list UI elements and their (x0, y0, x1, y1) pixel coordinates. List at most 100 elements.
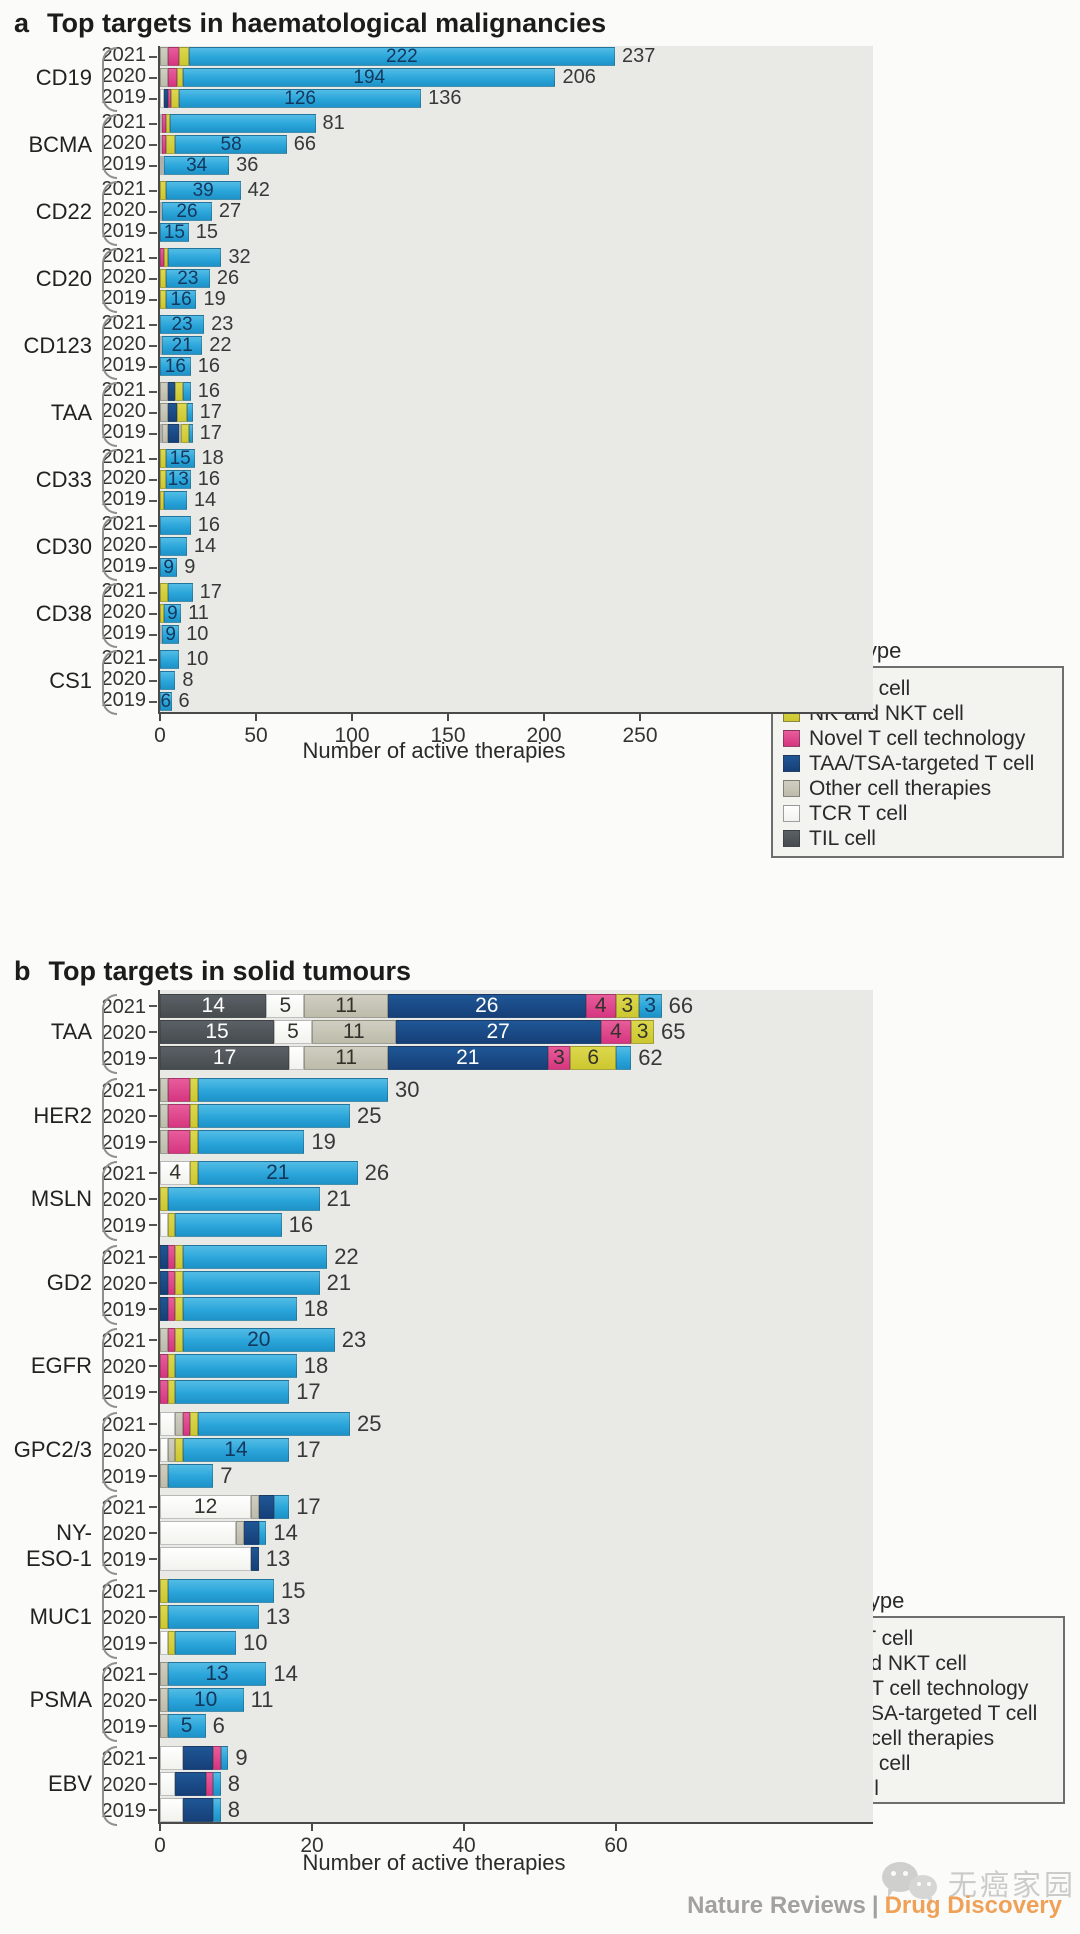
axis-tick-label: 0 (154, 1834, 166, 1857)
legend-item-label: Other cell therapies (809, 776, 992, 800)
year-label: 2019 (101, 1799, 147, 1822)
bar-segment-car-t (182, 1296, 297, 1321)
bar-segment-nk-nkt (160, 604, 164, 623)
legend-item-taa-tsa: TAA/TSA-targeted T cell (783, 751, 1052, 776)
axis-tick-label: 100 (334, 724, 370, 747)
year-label: 2021 (101, 1413, 147, 1436)
total-value-label: 14 (193, 489, 217, 511)
total-value-label: 65 (661, 1019, 686, 1044)
year-tick (149, 164, 157, 167)
legend-item-label: Novel T cell technology (809, 726, 1026, 750)
segment-value-label: 5 (279, 994, 292, 1017)
year-label: 2021 (101, 1330, 147, 1352)
total-value-label: 16 (197, 380, 220, 402)
target-label-taa: TAA (50, 1019, 92, 1044)
year-label: 2021 (101, 110, 147, 133)
segment-value-label: 6 (160, 690, 172, 712)
bar-row (160, 1270, 320, 1295)
bar-segment-tcr (160, 114, 162, 133)
bar-segment-novel-t (162, 135, 166, 154)
year-tick (149, 231, 157, 234)
bar-segment-nk-nkt (167, 1213, 176, 1237)
total-value-label: 23 (211, 313, 234, 335)
bar-segment-tcr: 5 (266, 994, 305, 1018)
bar-segment-car-t: 26 (162, 201, 212, 222)
group-brace (102, 1077, 117, 1158)
axis-tick-label: 150 (430, 724, 466, 747)
bar-segment-nk-nkt (177, 68, 184, 87)
bar-row: 13 (160, 1662, 267, 1686)
segment-value-label: 4 (594, 994, 607, 1017)
year-label: 2019 (101, 1632, 147, 1655)
year-tick (149, 1114, 157, 1117)
bar-segment-nk-nkt (167, 1380, 176, 1404)
bar-segment-taa-tsa (175, 1771, 206, 1796)
total-value-label: 81 (322, 112, 345, 134)
bar-row (160, 114, 316, 133)
year-tick (149, 1307, 157, 1310)
bar-segment-car-t (182, 1244, 328, 1269)
total-value-label: 18 (201, 447, 224, 469)
group-brace (102, 382, 117, 447)
total-value-label: 9 (235, 1744, 248, 1770)
legend-swatch-taa-tsa (783, 755, 800, 772)
segment-value-label: 3 (644, 994, 656, 1017)
bar-segment-til: 17 (160, 1046, 290, 1070)
bar-segment-car-t (167, 1187, 320, 1211)
bar-row (160, 1411, 350, 1436)
bar-segment-car-t: 15 (160, 222, 189, 243)
bar-row (160, 1797, 221, 1822)
target-label-taa: TAA (50, 399, 92, 425)
bar-row: 126 (160, 88, 422, 109)
year-tick (149, 1140, 157, 1143)
bar-segment-novel-t (160, 1354, 168, 1378)
total-value-label: 16 (197, 468, 220, 490)
year-tick (149, 55, 157, 58)
total-value-label: 6 (178, 690, 190, 712)
bar-row (160, 537, 187, 556)
bar-segment-tcr (160, 89, 164, 108)
bar-segment-car-t: 9 (163, 603, 182, 624)
segment-value-label: 16 (164, 355, 186, 377)
year-tick (149, 411, 157, 414)
year-label: 2021 (101, 177, 147, 200)
total-value-label: 16 (288, 1212, 314, 1237)
bar-segment-car-t: 13 (167, 1662, 267, 1686)
legend-item-label: TIL cell (809, 826, 876, 850)
year-label: 2021 (101, 1580, 147, 1603)
year-tick (149, 1422, 157, 1425)
total-value-label: 18 (303, 1295, 329, 1321)
group-brace (102, 315, 117, 380)
bar-segment-car-t: 9 (160, 557, 178, 578)
total-value-label: 17 (199, 581, 222, 603)
bar-row: 21 (160, 335, 203, 356)
bar-segment-other (162, 424, 168, 443)
bar-segment-car-t (167, 1578, 274, 1603)
segment-value-label: 23 (177, 267, 199, 289)
segment-value-label: 20 (247, 1328, 271, 1351)
bar-segment-novel-t (213, 1745, 221, 1770)
bar-segment-novel-t (162, 114, 166, 133)
year-tick (149, 97, 157, 100)
bar-row (160, 516, 191, 535)
year-label: 2020 (101, 466, 147, 489)
bar-row: 9 (160, 603, 182, 624)
segment-value-label: 5 (287, 1020, 299, 1043)
year-label: 2021 (101, 1747, 147, 1770)
group-brace (102, 1161, 117, 1241)
axis-tick (159, 1824, 161, 1831)
year-tick (149, 323, 157, 326)
legend-item-til: TIL cell (783, 826, 1052, 851)
year-label: 2019 (101, 152, 147, 175)
target-label-muc1: MUC1 (29, 1603, 92, 1629)
year-label: 2020 (101, 533, 147, 556)
year-tick (149, 457, 157, 460)
total-value-label: 10 (186, 623, 209, 645)
total-value-label: 17 (199, 422, 222, 444)
bar-segment-other (160, 68, 168, 87)
bar-segment-other (251, 1495, 259, 1519)
panel-b-title-text: Top targets in solid tumours (48, 956, 412, 986)
bar-segment-nk-nkt (167, 1354, 176, 1378)
year-label: 2020 (101, 1356, 147, 1378)
